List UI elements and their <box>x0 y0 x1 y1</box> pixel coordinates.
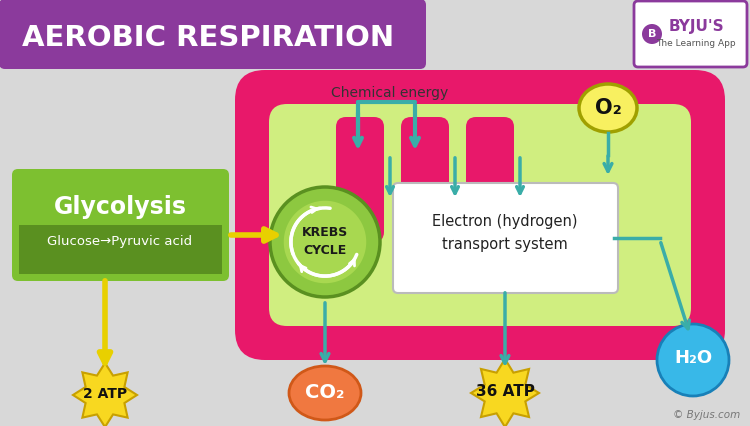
FancyBboxPatch shape <box>336 117 384 242</box>
Polygon shape <box>73 363 137 426</box>
Text: The Learning App: The Learning App <box>656 40 736 49</box>
Ellipse shape <box>289 366 361 420</box>
Text: 2 ATP: 2 ATP <box>83 387 127 401</box>
Text: Glucose→Pyruvic acid: Glucose→Pyruvic acid <box>47 236 193 248</box>
Text: B: B <box>648 29 656 39</box>
Text: Electron (hydrogen)
transport system: Electron (hydrogen) transport system <box>432 214 578 252</box>
Circle shape <box>284 201 366 283</box>
Text: BYJU'S: BYJU'S <box>668 18 724 34</box>
Circle shape <box>642 24 662 44</box>
Circle shape <box>657 324 729 396</box>
Text: O₂: O₂ <box>595 98 621 118</box>
FancyBboxPatch shape <box>466 117 514 242</box>
Text: AEROBIC RESPIRATION: AEROBIC RESPIRATION <box>22 24 394 52</box>
FancyBboxPatch shape <box>401 117 449 242</box>
Text: CO₂: CO₂ <box>305 383 345 403</box>
Polygon shape <box>471 359 539 426</box>
Text: H₂O: H₂O <box>674 349 712 367</box>
FancyBboxPatch shape <box>19 225 222 274</box>
Text: KREBS
CYCLE: KREBS CYCLE <box>302 227 348 257</box>
Text: Glycolysis: Glycolysis <box>53 195 187 219</box>
Text: Chemical energy: Chemical energy <box>332 86 448 100</box>
FancyBboxPatch shape <box>235 70 725 360</box>
Text: 36 ATP: 36 ATP <box>476 385 535 400</box>
FancyBboxPatch shape <box>0 0 426 69</box>
FancyBboxPatch shape <box>634 1 747 67</box>
Circle shape <box>270 187 380 297</box>
FancyBboxPatch shape <box>12 169 229 281</box>
Text: © Byjus.com: © Byjus.com <box>673 410 740 420</box>
FancyBboxPatch shape <box>269 104 691 326</box>
Ellipse shape <box>579 84 637 132</box>
FancyBboxPatch shape <box>393 183 618 293</box>
